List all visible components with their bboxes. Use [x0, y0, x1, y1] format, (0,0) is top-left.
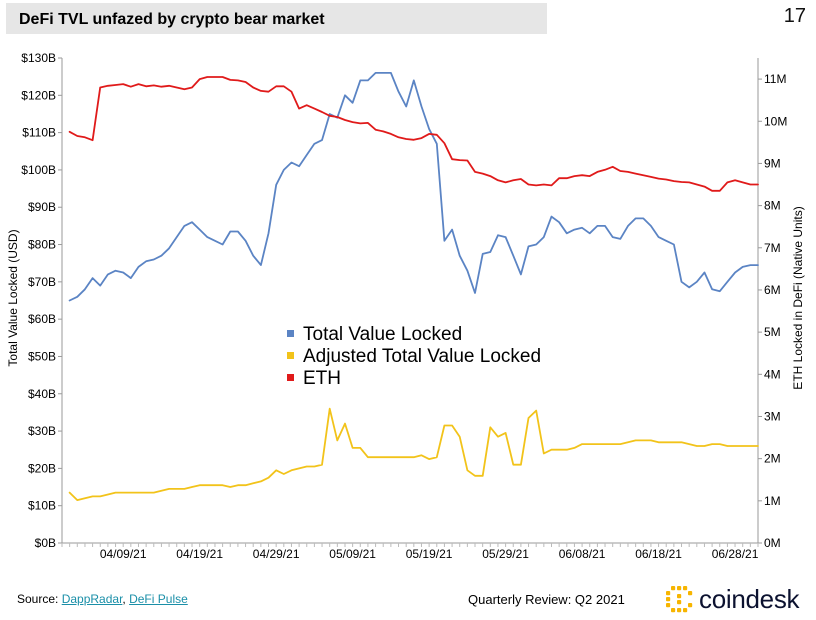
review-label: Quarterly Review: Q2 2021 — [468, 592, 625, 607]
x-tick-label: 04/09/21 — [100, 547, 147, 561]
title-bar: DeFi TVL unfazed by crypto bear market — [6, 3, 547, 34]
series-eth-line — [68, 76, 759, 192]
logo-dot — [666, 591, 671, 596]
source-link-defipulse[interactable]: DeFi Pulse — [129, 592, 188, 606]
right-tick-label: 5M — [764, 325, 781, 339]
right-tick-label: 6M — [764, 283, 781, 297]
right-tick-label: 10M — [764, 114, 787, 128]
x-tick-label: 06/18/21 — [635, 547, 682, 561]
right-tick-label: 3M — [764, 409, 781, 423]
logo-dot — [688, 591, 693, 596]
right-tick-label: 8M — [764, 199, 781, 213]
logo-dot — [683, 608, 688, 613]
source-prefix: Source: — [17, 592, 62, 606]
legend-swatch — [287, 374, 294, 381]
logo-dot — [683, 586, 688, 591]
source-note: Source: DappRadar, DeFi Pulse — [17, 592, 188, 606]
logo-dot — [677, 586, 682, 591]
left-tick-label: $110B — [22, 126, 56, 140]
right-tick-label: 9M — [764, 156, 781, 170]
x-tick-label: 04/19/21 — [176, 547, 223, 561]
series-adjusted-tvl-line — [68, 407, 759, 502]
legend-item-eth: ETH — [287, 368, 341, 389]
x-tick-label: 05/19/21 — [406, 547, 453, 561]
brand-name: coindesk — [699, 583, 800, 614]
legend-item-adjusted-tvl: Adjusted Total Value Locked — [287, 346, 541, 367]
axis-layer — [61, 58, 759, 544]
left-tick-label: $10B — [28, 499, 56, 513]
x-tick-label: 06/28/21 — [712, 547, 759, 561]
left-tick-label: $70B — [28, 275, 56, 289]
x-tick-label: 06/08/21 — [559, 547, 606, 561]
logo-dot — [666, 603, 671, 608]
logo-dot — [677, 594, 682, 599]
left-axis-ticks: $0B $10B $20B $30B $40B $50B $60B $70B $80B $90B $… — [21, 51, 62, 550]
page-number: 17 — [783, 5, 806, 27]
left-tick-label: $130B — [21, 51, 56, 65]
x-tick-label: 05/09/21 — [329, 547, 376, 561]
left-tick-label: $50B — [28, 349, 56, 363]
left-tick-label: $100B — [21, 163, 56, 177]
y-axis-label-right: ETH Locked in DeFi (Native Units) — [791, 206, 805, 389]
series-layer — [68, 72, 759, 502]
left-tick-label: $80B — [28, 238, 56, 252]
coindesk-logo-icon — [666, 586, 693, 613]
left-tick-label: $20B — [28, 461, 56, 475]
right-tick-label: 1M — [764, 494, 781, 508]
right-tick-label: 7M — [764, 241, 781, 255]
x-axis-ticks: 04/09/21 04/19/21 04/29/21 05/09/21 05/19/21… — [61, 543, 759, 561]
right-tick-label: 4M — [764, 367, 781, 381]
right-tick-label: 2M — [764, 452, 781, 466]
left-tick-label: $40B — [28, 387, 56, 401]
left-tick-label: $90B — [28, 200, 56, 214]
logo-dot — [671, 586, 676, 591]
series-tvl-line — [68, 72, 759, 302]
y-axis-label-left: Total Value Locked (USD) — [6, 229, 20, 366]
left-tick-label: $120B — [21, 88, 56, 102]
logo-dot — [666, 597, 671, 602]
legend-item-tvl: Total Value Locked — [287, 324, 462, 345]
x-tick-label: 04/29/21 — [253, 547, 300, 561]
chart-title: DeFi TVL unfazed by crypto bear market — [19, 11, 325, 28]
x-tick-label: 05/29/21 — [482, 547, 529, 561]
legend-swatch — [287, 352, 294, 359]
legend-label: Total Value Locked — [303, 324, 462, 345]
logo-dot — [671, 608, 676, 613]
left-tick-label: $30B — [28, 424, 56, 438]
logo-dot — [677, 608, 682, 613]
logo-dot — [677, 600, 682, 605]
legend-swatch — [287, 330, 294, 337]
tvl-chart: $0B $10B $20B $30B $40B $50B $60B $70B $80B $90B $… — [6, 51, 805, 561]
legend-label: ETH — [303, 368, 341, 389]
left-tick-label: $0B — [35, 536, 56, 550]
source-link-dappradar[interactable]: DappRadar — [61, 592, 123, 606]
right-axis-ticks: 0M 1M 2M 3M 4M 5M 6M 7M 8M 9M 10M 11M — [758, 72, 787, 550]
left-tick-label: $60B — [28, 312, 56, 326]
right-tick-label: 11M — [764, 72, 786, 86]
source-separator: , — [122, 592, 130, 606]
coindesk-logo: coindesk — [664, 583, 800, 614]
right-tick-label: 0M — [764, 536, 781, 550]
logo-dot — [688, 603, 693, 608]
legend-label: Adjusted Total Value Locked — [303, 346, 541, 367]
